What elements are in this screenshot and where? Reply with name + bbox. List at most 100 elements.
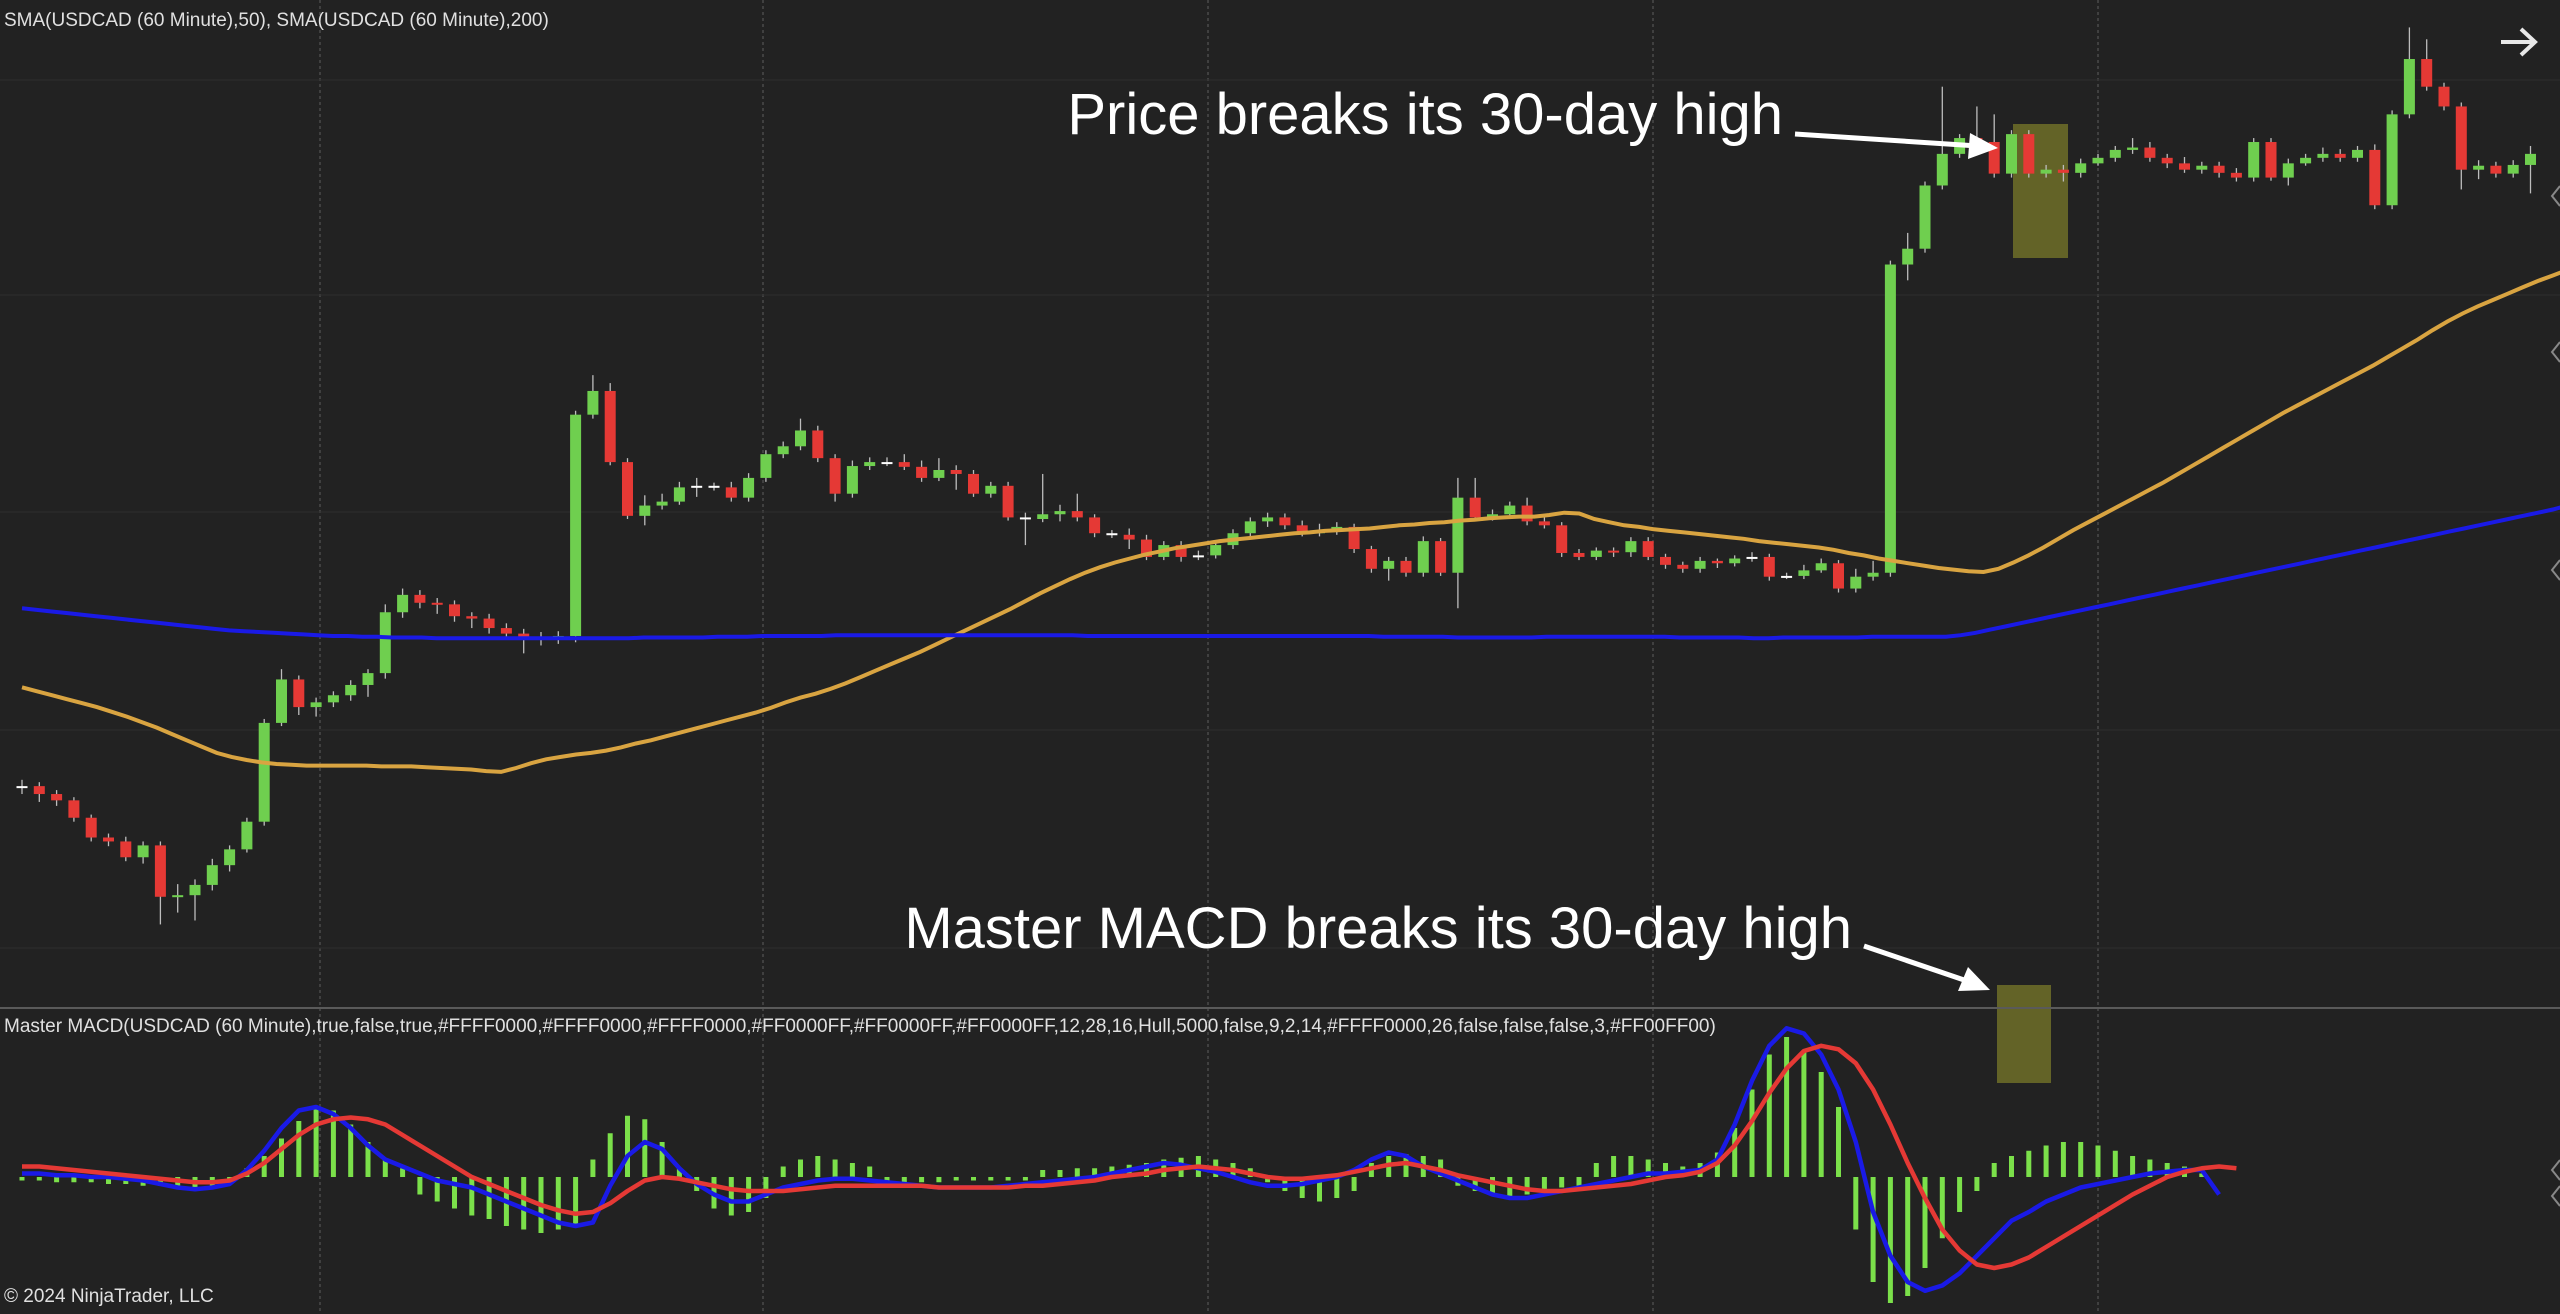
candle	[1884, 260, 1896, 577]
candle	[639, 495, 651, 526]
histogram-bar	[365, 1142, 371, 1177]
candle	[345, 680, 357, 701]
candle	[189, 879, 201, 921]
histogram-bar	[1334, 1177, 1340, 1198]
candle	[2057, 164, 2069, 182]
histogram-bar	[452, 1177, 457, 1209]
histogram-bar	[382, 1159, 388, 1177]
candle	[1833, 560, 1844, 593]
histogram-bar	[330, 1110, 336, 1177]
histogram-bar	[1317, 1177, 1322, 1202]
candle	[812, 425, 824, 463]
candle	[968, 470, 979, 497]
histogram-bar	[1870, 1177, 1876, 1282]
histogram-bar	[676, 1168, 682, 1177]
histogram-bar	[1472, 1177, 1478, 1191]
candle	[310, 697, 322, 717]
candle	[68, 797, 80, 822]
candle	[51, 790, 63, 806]
candle	[1279, 513, 1291, 530]
macd-lines	[22, 1026, 2237, 1294]
candle	[1365, 545, 1377, 573]
candle	[2438, 82, 2450, 111]
candle	[708, 482, 720, 491]
histogram-bar	[1005, 1177, 1011, 1181]
histogram-bar	[1766, 1054, 1772, 1177]
candle	[2352, 145, 2363, 162]
candle	[1919, 181, 1931, 253]
arrow-right-icon[interactable]	[2495, 20, 2539, 64]
histogram-bar	[1144, 1163, 1149, 1177]
candle	[2265, 138, 2277, 181]
histogram-bar	[1784, 1037, 1790, 1177]
histogram-bar	[867, 1166, 873, 1177]
histogram-bar	[1541, 1177, 1547, 1191]
histogram-bar	[555, 1177, 561, 1230]
histogram-bar	[746, 1177, 752, 1212]
histogram-bar	[815, 1156, 821, 1177]
candle	[327, 691, 339, 708]
candle	[120, 836, 132, 862]
candle	[2196, 161, 2208, 174]
candle	[449, 600, 460, 622]
candle	[1798, 564, 1810, 580]
candle	[1244, 517, 1256, 538]
histogram-bar	[400, 1168, 406, 1177]
candle	[570, 410, 582, 643]
histogram-bar	[2095, 1145, 2101, 1177]
histogram-bar	[849, 1163, 855, 1177]
candle	[1037, 473, 1049, 523]
candle	[103, 833, 114, 847]
candle	[483, 613, 495, 634]
candle	[2075, 158, 2087, 178]
candle	[1123, 528, 1135, 550]
histogram-bar	[1611, 1156, 1617, 1177]
candle	[691, 477, 703, 497]
histogram-bar	[1265, 1177, 1271, 1183]
candle	[1175, 541, 1187, 562]
candle	[518, 628, 530, 654]
price-panel-label: SMA(USDCAD (60 Minute),50), SMA(USDCAD (…	[4, 10, 549, 31]
price-candles	[16, 27, 2536, 925]
candle	[1573, 549, 1585, 561]
candle	[881, 457, 893, 467]
histogram-bar	[1732, 1128, 1738, 1177]
price-breakout-highlight	[2013, 124, 2068, 258]
price-annotation: Price breaks its 30-day high	[1067, 82, 1783, 147]
histogram-bar	[2009, 1156, 2014, 1177]
histogram-bar	[2147, 1159, 2153, 1177]
candle	[2282, 158, 2294, 186]
candle	[1002, 481, 1014, 521]
candle	[795, 418, 806, 451]
candle	[2179, 157, 2190, 173]
histogram-bar	[798, 1159, 803, 1177]
histogram-bar	[1801, 1051, 1807, 1177]
candle	[224, 845, 236, 872]
candle	[414, 590, 426, 609]
candle	[1608, 547, 1620, 557]
candle	[846, 460, 858, 498]
histogram-bar	[417, 1177, 423, 1195]
right-edge-markers	[2550, 185, 2560, 1207]
candle	[1642, 537, 1654, 561]
macd-line	[22, 1026, 2221, 1294]
histogram-bar	[2199, 1173, 2205, 1177]
candle	[622, 458, 633, 519]
histogram-bar	[884, 1177, 890, 1183]
candle	[2403, 27, 2415, 119]
candle	[673, 481, 685, 505]
candle	[1089, 514, 1101, 538]
histogram-bar	[573, 1177, 579, 1226]
indicator-panel-label: Master MACD(USDCAD (60 Minute),true,fals…	[4, 1016, 1716, 1037]
histogram-bar	[763, 1177, 769, 1198]
candle	[1435, 537, 1447, 576]
histogram-bar	[625, 1115, 630, 1177]
histogram-bar	[1628, 1156, 1634, 1177]
macd-annotation-arrow	[1863, 943, 1990, 991]
candle	[743, 473, 755, 502]
histogram-bar	[607, 1133, 613, 1177]
candle	[1781, 572, 1793, 580]
candle	[154, 841, 166, 925]
